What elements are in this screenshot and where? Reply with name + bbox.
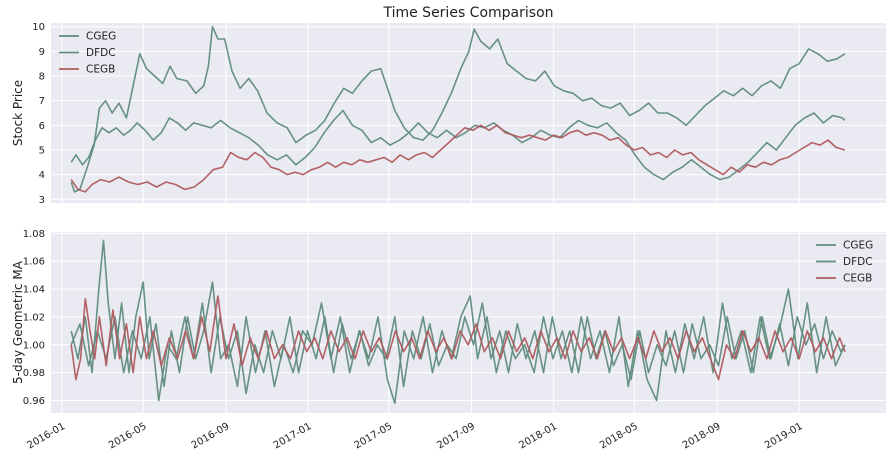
y-tick-label: 6 (39, 121, 45, 132)
series-line-cegb (70, 295, 846, 381)
x-tick-label: 2019-01 (763, 421, 805, 451)
y-tick-label: 5 (39, 145, 45, 156)
plot-background (51, 232, 886, 413)
y-tick-label: 0.98 (23, 368, 45, 379)
y-tick-label: 4 (39, 170, 45, 181)
series-line-dfdc (70, 109, 846, 181)
y-tick-label: 1.04 (23, 285, 45, 296)
legend: CGEG DFDC CEGB (816, 240, 873, 285)
y-tick-label: 9 (39, 47, 45, 58)
y-tick-label: 1.08 (23, 229, 45, 240)
y-tick-label: 1.06 (23, 257, 45, 268)
y-axis-label: 5-day Geometric MA (11, 260, 25, 384)
x-tick-label: 2016-09 (190, 421, 232, 451)
y-tick-label: 1.00 (23, 340, 45, 351)
chart-title: Time Series Comparison (382, 5, 553, 21)
legend-label-cegb: CEGB (86, 64, 115, 76)
x-tick-label: 2017-05 (353, 421, 395, 451)
y-axis-label: Stock Price (11, 80, 25, 146)
legend-label-dfdc: DFDC (843, 256, 873, 268)
legend-label-cgeg: CGEG (843, 240, 873, 252)
x-tick-label: 2017-09 (435, 421, 477, 451)
series-line-cegb (70, 124, 846, 193)
price-panel: 3 4 5 6 7 8 9 10 Time Series Comparison Stock Pri… (11, 5, 886, 206)
y-tick-label: 3 (39, 195, 45, 206)
series-line-dfdc (70, 302, 846, 402)
series-line-cgeg (70, 239, 846, 405)
legend-label-dfdc: DFDC (86, 47, 116, 59)
x-tick-label: 2018-01 (517, 421, 559, 451)
x-tick-label: 2017-01 (272, 421, 314, 451)
series-line-cgeg (70, 25, 846, 193)
legend: CGEG DFDC CEGB (59, 31, 116, 76)
x-tick-label: 2016-05 (107, 421, 149, 451)
x-tick-label: 2018-05 (598, 421, 640, 451)
legend-label-cegb: CEGB (843, 273, 872, 285)
y-tick-label: 8 (39, 72, 45, 83)
y-tick-label: 0.96 (23, 396, 45, 407)
geometric-ma-panel: 0.96 0.98 1.00 1.02 1.04 1.06 1.08 5-day Geomet… (11, 229, 886, 451)
y-tick-label: 7 (39, 96, 45, 107)
x-tick-label: 2016-01 (26, 421, 68, 451)
y-tick-label: 1.02 (23, 312, 45, 323)
x-tick-label: 2018-09 (681, 421, 723, 451)
y-tick-label: 10 (32, 22, 45, 33)
legend-label-cgeg: CGEG (86, 31, 116, 43)
